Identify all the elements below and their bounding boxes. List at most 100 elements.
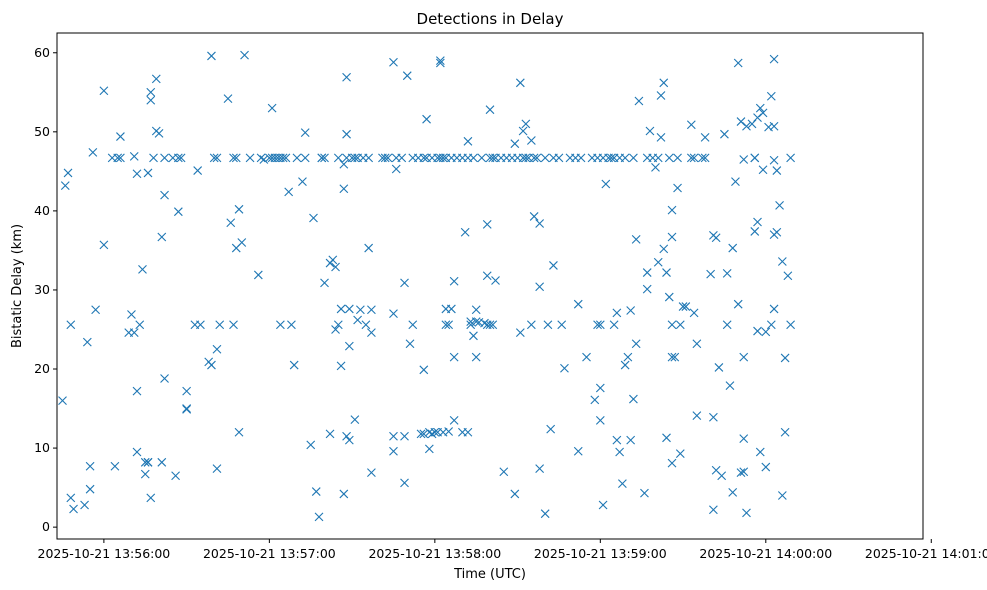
data-point (171, 471, 180, 481)
data-point (482, 271, 492, 281)
data-point (116, 132, 125, 141)
data-point (424, 444, 434, 454)
data-point (317, 153, 327, 163)
data-point (245, 153, 255, 163)
data-point (772, 166, 782, 175)
y-tick-label: 20 (34, 361, 50, 376)
data-point (747, 119, 757, 129)
data-point (278, 153, 288, 163)
data-point (331, 262, 340, 272)
data-point (63, 168, 73, 178)
data-point (491, 276, 500, 285)
data-point (609, 320, 619, 330)
data-point (389, 446, 398, 456)
data-point (722, 320, 732, 330)
data-point (488, 153, 498, 163)
y-axis-label: Bistatic Delay (km) (10, 224, 25, 348)
data-point (253, 270, 263, 280)
data-point (132, 447, 142, 457)
data-point (449, 276, 459, 286)
data-point (314, 512, 324, 522)
y-tick-label: 40 (34, 203, 50, 218)
data-point (449, 352, 459, 362)
data-point (215, 320, 225, 330)
data-point (499, 467, 509, 477)
data-point (471, 317, 481, 326)
data-point (667, 232, 677, 242)
data-point (402, 71, 412, 81)
data-point (615, 447, 625, 457)
data-point (620, 360, 630, 370)
data-point (540, 509, 550, 519)
data-point (419, 153, 429, 163)
data-point (678, 302, 688, 311)
data-point (697, 153, 707, 163)
data-point (700, 132, 710, 142)
data-point (532, 153, 542, 163)
y-tick-label: 60 (34, 45, 50, 60)
data-point (146, 95, 156, 105)
data-point (435, 58, 445, 68)
data-point (193, 166, 203, 175)
data-point (780, 427, 790, 437)
data-point (673, 153, 682, 163)
data-point (339, 184, 349, 194)
data-point (753, 217, 762, 227)
data-point (336, 304, 346, 314)
data-point (149, 153, 158, 163)
data-point (786, 153, 796, 163)
data-point (116, 153, 125, 163)
data-point (176, 153, 186, 163)
data-point (229, 153, 238, 163)
data-point (435, 56, 445, 66)
data-point (66, 320, 76, 330)
data-point (333, 320, 343, 330)
data-point (138, 265, 147, 274)
x-tick-label: 2025-10-21 13:56:00 (38, 546, 171, 561)
data-point (543, 320, 553, 330)
data-point (143, 168, 153, 178)
data-point (722, 268, 732, 278)
data-point (642, 284, 652, 294)
data-point (640, 488, 649, 498)
data-point (510, 139, 520, 149)
data-point (526, 320, 536, 330)
y-tick-label: 0 (42, 519, 50, 534)
data-point (99, 86, 109, 96)
data-point (775, 200, 784, 210)
data-point (659, 244, 669, 254)
data-point (686, 120, 696, 130)
data-point (113, 153, 123, 163)
x-axis-label: Time (UTC) (453, 567, 526, 582)
data-point (151, 74, 161, 84)
data-point (510, 489, 520, 499)
data-point (207, 51, 216, 61)
data-point (173, 207, 183, 217)
data-point (336, 361, 346, 371)
data-point (88, 147, 98, 157)
data-point (344, 435, 354, 445)
data-point (777, 491, 787, 500)
data-point (471, 352, 481, 362)
data-point (99, 240, 109, 250)
data-point (675, 320, 685, 330)
data-point (769, 121, 779, 131)
data-point (549, 261, 558, 270)
data-point (742, 508, 751, 518)
data-point (667, 205, 677, 215)
data-point (80, 500, 89, 510)
data-point (576, 153, 586, 163)
data-point (311, 487, 321, 496)
data-point (331, 325, 340, 334)
data-point (292, 153, 302, 163)
data-point (766, 320, 776, 330)
data-point (488, 320, 498, 330)
data-point (477, 153, 487, 163)
data-point (234, 427, 244, 437)
data-point (593, 320, 602, 330)
data-point (287, 320, 296, 330)
data-point (573, 299, 583, 309)
data-point (231, 153, 241, 163)
data-point (289, 360, 299, 370)
data-point (127, 310, 136, 319)
